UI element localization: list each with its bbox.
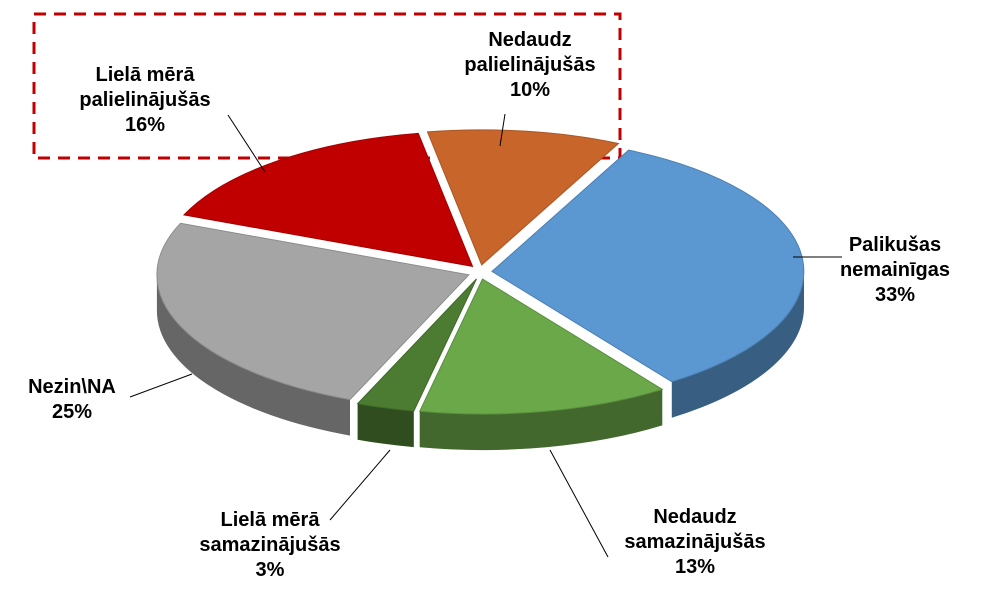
pie-slice [356,278,477,412]
leader-line [499,113,506,147]
slice-percent: 16% [124,114,166,136]
leader-line [549,449,609,558]
slice-name: Nedaudz palielinājušās [464,29,596,76]
slice-name: Nezin\NA [28,376,116,398]
slice-percent: 25% [51,401,93,423]
leader-line [129,373,193,398]
data-label: Palikušas nemainīgas 33% [825,233,965,308]
pie-slice [156,222,470,401]
slice-name: Lielā mērā samazinājušās [199,509,341,556]
pie-slice [182,132,474,268]
leader-line [329,449,391,521]
pie-slice [491,149,805,383]
pie-slice [426,129,620,266]
data-label: Nezin\NA 25% [7,375,137,425]
slice-name: Palikušas nemainīgas [839,234,951,281]
slice-side [156,274,350,436]
slice-side [357,403,414,448]
slice-percent: 10% [509,79,551,101]
data-label: Nedaudz samazinājušās 13% [585,505,805,580]
data-label: Lielā mērā samazinājušās 3% [160,508,380,583]
leader-line [227,114,266,173]
slice-side [671,271,804,418]
slice-name: Lielā mērā palielinājušās [79,64,211,111]
pie-slice [418,278,664,415]
slice-percent: 13% [674,556,716,578]
data-label: Nedaudz palielinājušās 10% [430,28,630,103]
slice-percent: 3% [255,559,285,581]
data-label: Lielā mērā palielinājušās 16% [45,63,245,138]
slice-side [419,389,663,451]
slice-name: Nedaudz samazinājušās [624,506,766,553]
slice-percent: 33% [874,284,916,306]
